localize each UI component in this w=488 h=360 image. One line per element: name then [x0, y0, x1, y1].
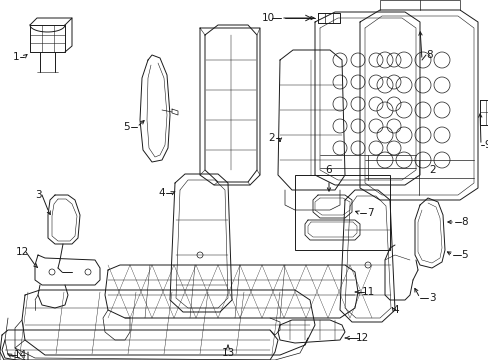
Text: 1: 1 [13, 52, 19, 62]
Text: 2: 2 [429, 165, 435, 175]
Bar [294, 175, 389, 250]
Text: 2: 2 [268, 133, 275, 143]
Text: 4: 4 [392, 305, 399, 315]
Text: 12: 12 [355, 333, 368, 343]
Text: 14: 14 [13, 350, 26, 360]
Text: 5: 5 [123, 122, 130, 132]
Text: 8: 8 [426, 50, 432, 60]
Text: 6: 6 [325, 165, 332, 175]
Text: 13: 13 [221, 348, 234, 358]
Text: 7: 7 [366, 208, 372, 218]
Text: 8: 8 [461, 217, 468, 227]
Text: 9: 9 [484, 140, 488, 150]
Text: 10: 10 [261, 13, 274, 23]
Text: 11: 11 [361, 287, 374, 297]
Text: 4: 4 [159, 188, 165, 198]
Text: 12: 12 [15, 247, 29, 257]
Text: 5: 5 [461, 250, 468, 260]
Text: 3: 3 [428, 293, 434, 303]
Text: 3: 3 [35, 190, 41, 200]
